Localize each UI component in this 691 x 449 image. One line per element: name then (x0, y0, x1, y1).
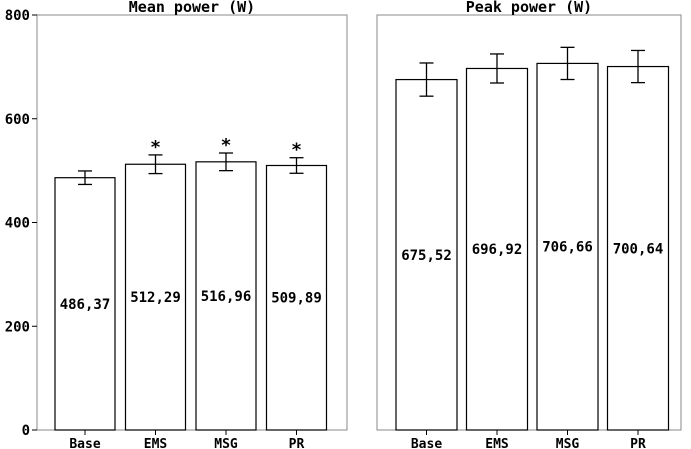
data-label: 486,37 (60, 297, 111, 313)
bar-base (395, 78, 458, 431)
x-tick-label: Base (411, 437, 442, 449)
x-tick-label: PR (630, 437, 646, 449)
x-tick-label: EMS (485, 437, 509, 449)
significance-marker: * (221, 135, 232, 156)
x-tick-label: MSG (556, 437, 580, 449)
x-tick-label: MSG (214, 437, 238, 449)
y-tick-label: 600 (5, 112, 30, 128)
bar-pr (606, 65, 670, 431)
data-label: 696,92 (472, 242, 523, 258)
x-tick-label: PR (289, 437, 305, 449)
significance-marker: * (291, 140, 302, 161)
data-label: 675,52 (401, 248, 452, 264)
data-label: 700,64 (613, 241, 664, 257)
data-label: 512,29 (130, 290, 181, 306)
peak-power-panel: Peak power (W) 675,52 Base 696,92 EMS 706,66 M… (376, 0, 682, 449)
data-label: 509,89 (271, 291, 322, 307)
y-tick-label: 200 (5, 319, 30, 335)
bar-ems (465, 67, 529, 431)
significance-marker: * (150, 137, 161, 158)
x-tick-label: Base (69, 437, 100, 449)
data-label: 706,66 (542, 240, 593, 256)
y-tick-label: 800 (5, 8, 30, 24)
data-label: 516,96 (201, 289, 252, 305)
mean-power-panel: Mean power (W) 0 200 400 600 800 486,37 Base 512… (5, 0, 348, 449)
bar-pr (265, 164, 328, 431)
chart-title: Mean power (W) (129, 0, 255, 16)
chart-title: Peak power (W) (466, 0, 592, 16)
bar-msg (536, 62, 599, 431)
y-tick-label: 400 (5, 216, 30, 232)
x-tick-label: EMS (144, 437, 168, 449)
y-tick-label: 0 (22, 423, 30, 439)
